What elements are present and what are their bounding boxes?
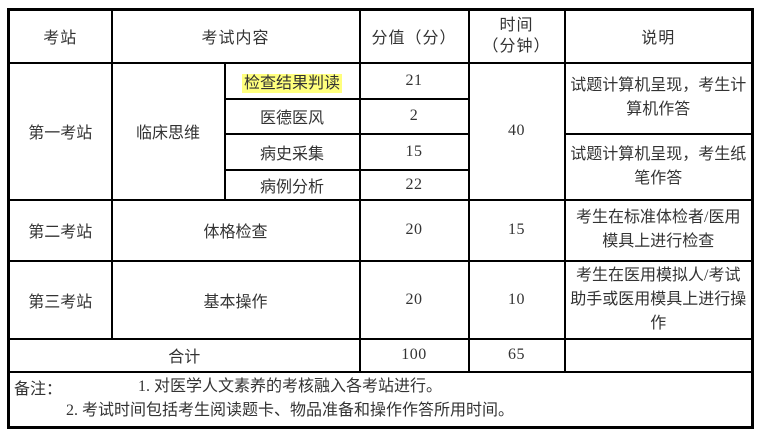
station3-time-cell: 10: [467, 259, 566, 340]
table-row-station1-item2: 医德医风 2: [9, 97, 753, 135]
total-time-cell: 65: [467, 337, 566, 373]
station3-score-cell: 20: [358, 259, 470, 340]
station1-item3-label-cell: 病史采集: [223, 132, 361, 171]
remarks-label: 备注：: [14, 380, 63, 398]
exam-structure-table: 考站 考试内容 分值（分） 时间 （分钟） 说明 第一考站 临床思维 检查结果判…: [7, 8, 755, 429]
header-time-line2: （分钟）: [482, 38, 551, 56]
station3-note-cell: 考生在医用模拟人/考试助手或医用模具上进行操作: [563, 259, 754, 340]
station1-category-cell: 临床思维: [110, 61, 226, 201]
total-label-cell: 合计: [7, 337, 361, 373]
header-content: 考试内容: [110, 8, 361, 64]
header-time: 时间 （分钟）: [467, 8, 566, 64]
station1-item3-score-cell: 15: [358, 132, 470, 171]
header-row: 考站 考试内容 分值（分） 时间 （分钟） 说明: [7, 8, 754, 64]
station1-note1-cell: 试题计算机呈现，考生计算机作答: [563, 61, 754, 135]
remarks-cell: 备注： 1. 对医学人文素养的考核融入各考站进行。 2. 考试时间包括考生阅读题…: [7, 370, 754, 429]
table-row-station1-item3: 病史采集 15 试题计算机呈现，考生纸笔作答: [9, 132, 754, 201]
station1-time-cell: 40: [467, 61, 566, 201]
header-time-line1: 时间: [499, 16, 534, 34]
station1-item2-label-cell: 医德医风: [223, 97, 361, 135]
station2-score-cell: 20: [358, 198, 470, 262]
station3-content-cell: 基本操作: [110, 259, 361, 340]
highlighted-text: 检查结果判读: [242, 73, 343, 93]
remarks-lines: 1. 对医学人文素养的考核融入各考站进行。 2. 考试时间包括考生阅读题卡、物品…: [66, 375, 514, 425]
station1-item4-label-cell: 病例分析: [223, 168, 361, 201]
station1-note2-cell: 试题计算机呈现，考生纸笔作答: [563, 132, 754, 201]
table-row-total: 合计 100 65: [7, 337, 754, 373]
station2-time-cell: 15: [467, 198, 566, 262]
station1-item4-score-cell: 22: [358, 168, 470, 201]
station3-name-cell: 第三考站: [7, 259, 113, 340]
station1-item2-score-cell: 2: [358, 97, 470, 135]
table-row-station1-item1: 第一考站 临床思维 检查结果判读 21 40 试题计算机呈现，考生计算机作答: [7, 61, 754, 201]
total-score-cell: 100: [358, 337, 470, 373]
station2-content-cell: 体格检查: [110, 198, 361, 262]
station1-item1-label-cell: 检查结果判读: [223, 61, 361, 100]
remarks-line-2: 2. 考试时间包括考生阅读题卡、物品准备和操作作答所用时间。: [66, 402, 515, 420]
document-page: 考站 考试内容 分值（分） 时间 （分钟） 说明 第一考站 临床思维 检查结果判…: [7, 8, 755, 429]
remarks-line-1: 1. 对医学人文素养的考核融入各考站进行。: [138, 377, 443, 395]
table-row-remarks: 备注： 1. 对医学人文素养的考核融入各考站进行。 2. 考试时间包括考生阅读题…: [7, 370, 754, 429]
table-row-station2: 第二考站 体格检查 20 15 考生在标准体检者/医用模具上进行检查: [7, 198, 754, 262]
table-row-station1-item4: 病例分析 22: [9, 168, 753, 201]
header-time-lines: 时间 （分钟）: [474, 15, 560, 58]
station2-name-cell: 第二考站: [7, 198, 113, 262]
table-row-station3: 第三考站 基本操作 20 10 考生在医用模拟人/考试助手或医用模具上进行操作: [7, 259, 754, 340]
station1-name-cell: 第一考站: [7, 61, 113, 201]
header-score: 分值（分）: [358, 8, 470, 64]
header-station: 考站: [7, 8, 113, 64]
header-note: 说明: [563, 8, 754, 64]
station2-note-cell: 考生在标准体检者/医用模具上进行检查: [563, 198, 754, 262]
total-note-cell: [563, 337, 754, 373]
station1-item1-score-cell: 21: [358, 61, 470, 100]
remarks-block: 备注： 1. 对医学人文素养的考核融入各考站进行。 2. 考试时间包括考生阅读题…: [14, 375, 747, 425]
